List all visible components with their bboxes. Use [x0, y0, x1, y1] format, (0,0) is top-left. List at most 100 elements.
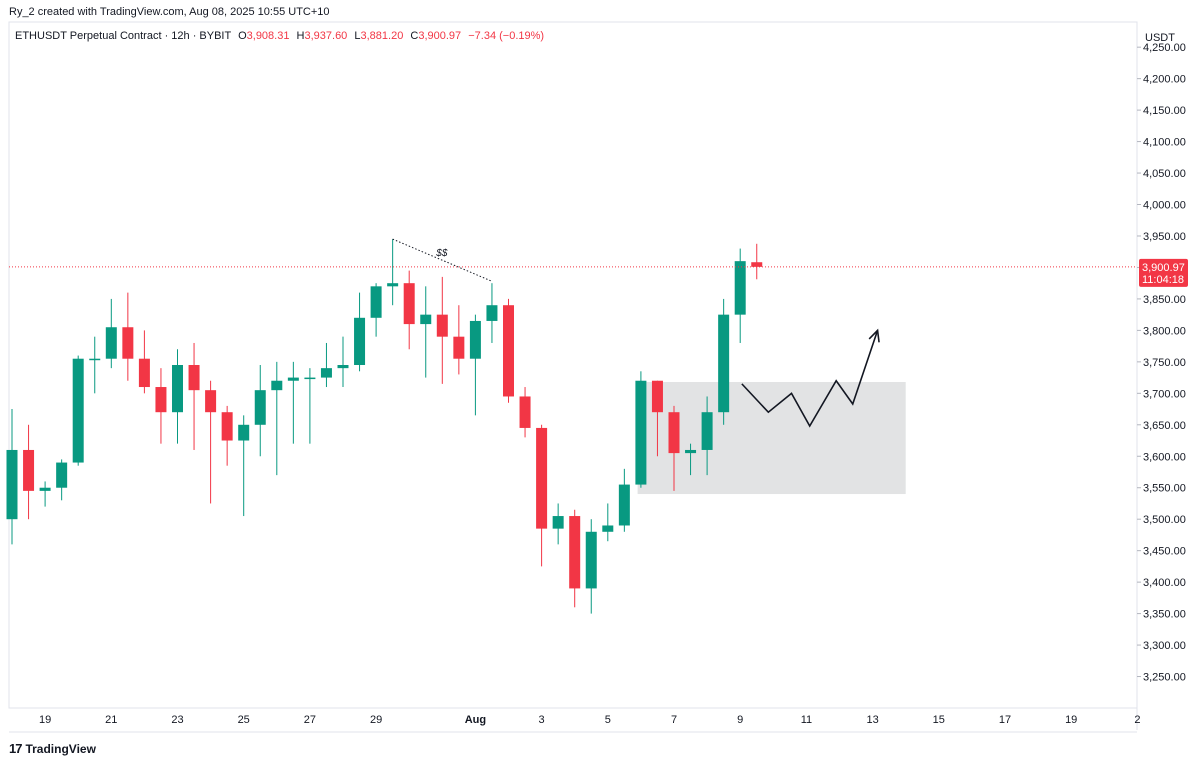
candle[interactable] — [552, 503, 564, 545]
candle[interactable] — [585, 519, 597, 614]
candle-body[interactable] — [685, 449, 697, 454]
candle-body[interactable] — [221, 412, 233, 441]
candle-body[interactable] — [238, 424, 250, 441]
candle[interactable] — [238, 415, 250, 517]
candle[interactable] — [618, 468, 630, 532]
candle[interactable] — [6, 409, 18, 545]
candle[interactable] — [155, 368, 167, 444]
candle[interactable] — [701, 396, 713, 476]
candle-body[interactable] — [734, 261, 746, 315]
candle[interactable] — [205, 380, 217, 504]
candle-body[interactable] — [420, 314, 432, 325]
candle-body[interactable] — [205, 390, 217, 413]
candle-body[interactable] — [585, 531, 597, 589]
candle[interactable] — [503, 298, 514, 403]
candle-body[interactable] — [23, 449, 35, 491]
candle-body[interactable] — [188, 365, 200, 391]
symbol-title[interactable]: ETHUSDT Perpetual Contract · 12h · BYBIT — [15, 30, 232, 42]
price-axis[interactable]: USDT 3,250.00 3,300.00 3,350.00 3,400.00 3,45… — [1137, 32, 1188, 684]
candle[interactable] — [635, 371, 647, 488]
candle[interactable] — [254, 365, 266, 457]
candle[interactable] — [56, 459, 68, 501]
candle-body[interactable] — [370, 286, 382, 318]
candle-body[interactable] — [39, 487, 51, 491]
candle-body[interactable] — [105, 327, 117, 359]
candle-body[interactable] — [635, 380, 647, 485]
candle-body[interactable] — [72, 358, 84, 463]
candle-body[interactable] — [602, 525, 614, 532]
candle[interactable] — [536, 424, 548, 567]
candle[interactable] — [469, 314, 481, 416]
candle-body[interactable] — [618, 484, 630, 526]
candle[interactable] — [718, 298, 730, 425]
candle[interactable] — [89, 336, 101, 394]
candle[interactable] — [387, 239, 399, 306]
candle[interactable] — [188, 342, 200, 450]
candle-body[interactable] — [436, 314, 448, 337]
candle[interactable] — [122, 292, 134, 381]
candle-body[interactable] — [701, 412, 713, 450]
candle[interactable] — [519, 387, 531, 438]
candle-body[interactable] — [122, 327, 134, 359]
candle-body[interactable] — [453, 336, 465, 359]
candle-body[interactable] — [354, 317, 366, 365]
candle[interactable] — [287, 361, 299, 444]
candle-body[interactable] — [469, 320, 481, 359]
candle[interactable] — [685, 443, 697, 476]
currency-label[interactable]: USDT — [1145, 32, 1175, 44]
candle[interactable] — [72, 355, 84, 466]
time-axis[interactable]: 19 21 23 25 27 29 Aug 3 5 7 9 11 13 15 17 19 2 — [39, 714, 1140, 726]
candle[interactable] — [602, 503, 614, 542]
candle-body[interactable] — [304, 377, 316, 380]
candle[interactable] — [271, 361, 283, 476]
candle-body[interactable] — [651, 380, 663, 413]
candle-body[interactable] — [138, 358, 150, 388]
candle[interactable] — [221, 405, 233, 466]
candle[interactable] — [436, 276, 448, 384]
candle[interactable] — [105, 298, 117, 369]
candle-body[interactable] — [56, 462, 68, 488]
candle-body[interactable] — [254, 390, 266, 425]
candle-body[interactable] — [337, 365, 349, 369]
candle[interactable] — [651, 380, 663, 457]
candle-body[interactable] — [751, 262, 763, 267]
candle[interactable] — [403, 270, 415, 350]
candle[interactable] — [354, 292, 366, 372]
candle-body[interactable] — [486, 305, 498, 321]
candle[interactable] — [569, 509, 581, 608]
candle[interactable] — [138, 330, 150, 394]
candle-body[interactable] — [569, 516, 581, 589]
candle-body[interactable] — [320, 368, 332, 378]
candles-layer[interactable] — [6, 239, 763, 614]
candle[interactable] — [304, 368, 316, 444]
candle-body[interactable] — [155, 387, 167, 413]
candle[interactable] — [337, 336, 349, 388]
candle[interactable] — [751, 243, 763, 280]
symbol-legend[interactable]: ETHUSDT Perpetual Contract · 12h · BYBIT… — [15, 30, 544, 42]
candle-body[interactable] — [172, 365, 183, 413]
candle[interactable] — [453, 305, 465, 375]
candle[interactable] — [39, 481, 51, 507]
candle[interactable] — [370, 283, 382, 337]
candle[interactable] — [23, 424, 35, 520]
candle-body[interactable] — [89, 358, 101, 361]
candle[interactable] — [734, 248, 746, 343]
candle-body[interactable] — [519, 396, 531, 428]
candle[interactable] — [486, 283, 498, 343]
candle-body[interactable] — [718, 314, 730, 413]
candle[interactable] — [420, 286, 432, 378]
candle-body[interactable] — [552, 516, 564, 529]
candle[interactable] — [668, 405, 680, 491]
candle-body[interactable] — [536, 427, 548, 529]
candle-body[interactable] — [387, 283, 399, 287]
candle-body[interactable] — [668, 412, 680, 454]
candle[interactable] — [320, 342, 332, 388]
candle-body[interactable] — [287, 377, 299, 381]
candle[interactable] — [172, 349, 183, 444]
candle-body[interactable] — [271, 380, 283, 391]
candle-body[interactable] — [503, 305, 514, 397]
candle-body[interactable] — [403, 283, 415, 325]
candle-body[interactable] — [6, 449, 18, 520]
tradingview-brand[interactable]: 17 TradingView — [9, 741, 96, 756]
